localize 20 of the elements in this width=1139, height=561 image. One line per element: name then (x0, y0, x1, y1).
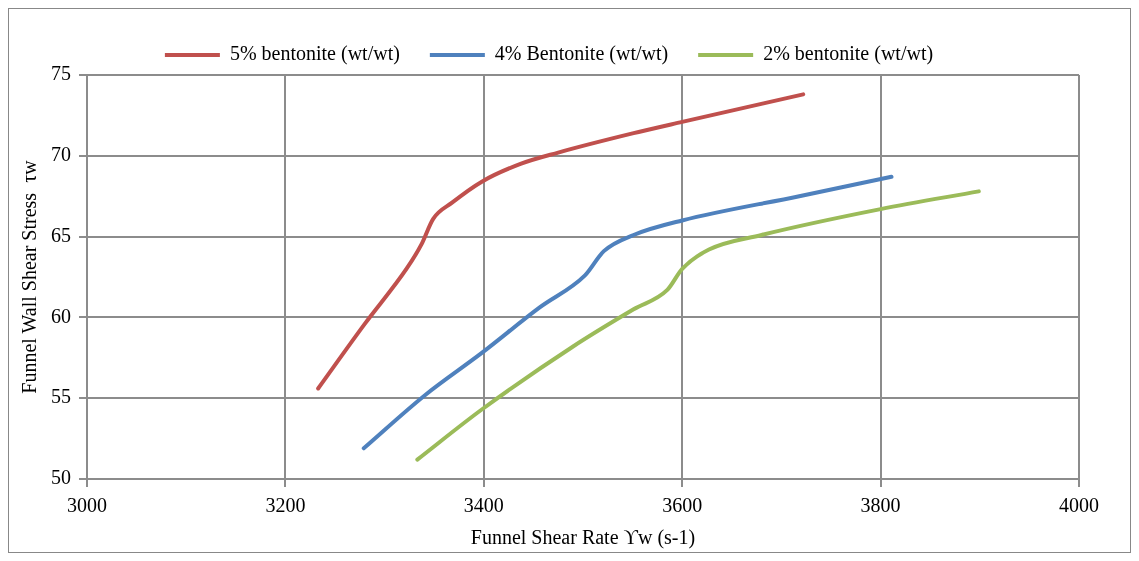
x-tick-label: 3800 (860, 494, 901, 517)
y-tick-label: 65 (51, 223, 71, 246)
y-tick-label: 70 (51, 143, 71, 166)
legend-label: 5% bentonite (wt/wt) (229, 42, 400, 66)
x-tick-label: 3000 (67, 494, 107, 517)
y-tick-label: 50 (51, 466, 71, 489)
x-tick-label: 3200 (265, 494, 306, 517)
x-axis-title: Funnel Shear Rate ϒw (s-1) (470, 526, 696, 550)
legend-label: 4% Bentonite (wt/wt) (494, 42, 669, 66)
y-tick-label: 75 (51, 62, 71, 85)
y-tick-label: 60 (51, 304, 71, 327)
x-tick-label: 4000 (1059, 494, 1099, 517)
x-tick-label: 3600 (662, 494, 703, 517)
y-axis-title: Funnel Wall Shear Stress τw (18, 159, 41, 394)
legend-label: 2% bentonite (wt/wt) (763, 42, 934, 66)
line-series (316, 92, 806, 391)
y-tick-label: 55 (51, 385, 71, 408)
line-series (361, 174, 894, 451)
line-series (415, 189, 981, 462)
x-tick-label: 3400 (463, 494, 504, 517)
